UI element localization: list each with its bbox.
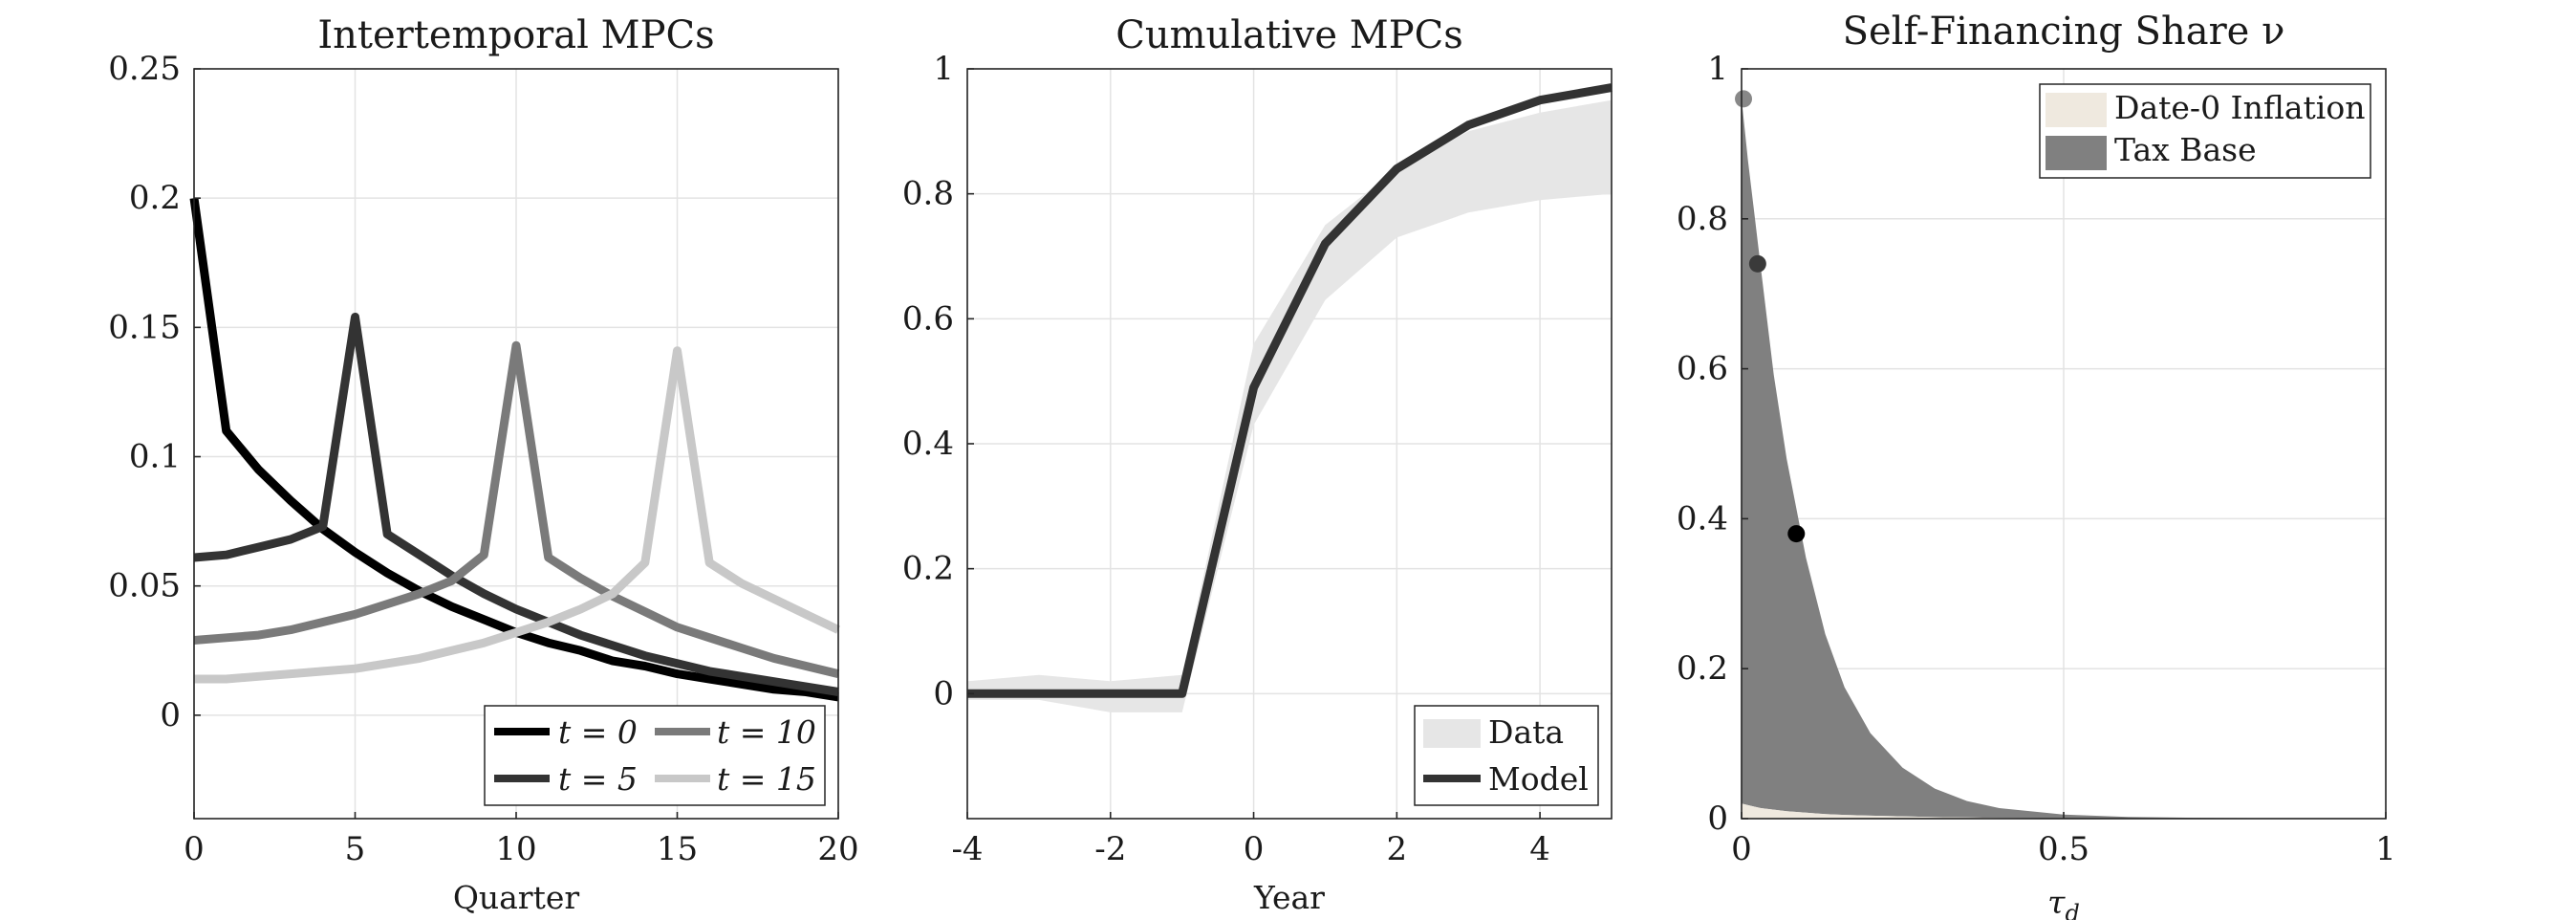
x-tick-label: 20: [817, 830, 858, 868]
x-tick-label: 0.5: [2038, 830, 2089, 868]
x-tick-label: 2: [1387, 830, 1408, 868]
y-tick-label: 1: [933, 50, 954, 88]
legend-label-data: Data: [1488, 713, 1564, 751]
series-line-t5: [193, 313, 839, 696]
x-tick-label: -4: [951, 830, 983, 868]
x-axis-label-subscript: d: [2065, 900, 2079, 920]
tick-labels: -4 -2 0 2 4 0 0.2 0.4 0.6 0.8 1: [902, 50, 1550, 868]
series-line-t10: [193, 340, 840, 678]
legend: Data Model: [1414, 705, 1599, 806]
y-tick-label: 0.2: [1677, 649, 1728, 688]
x-axis-label: Year: [1253, 879, 1325, 916]
legend-label-t0: t = 0: [558, 713, 638, 751]
y-tick-label: 0.6: [902, 299, 954, 338]
x-tick-label: 0: [1244, 830, 1265, 868]
panel-cumulative-mpcs: -4 -2 0 2 4 0 0.2 0.4 0.6 0.8 1 Cumulative MPCs Ye…: [902, 13, 1613, 916]
data-confidence-band: [967, 99, 1612, 712]
y-tick-label: 0.1: [129, 438, 181, 476]
marker-point-2: [1748, 254, 1766, 273]
x-tick-label: 4: [1529, 830, 1550, 868]
y-tick-label: 0.25: [108, 50, 181, 88]
chart-title: Self-Financing Share ν: [1843, 10, 2285, 54]
chart-title: Cumulative MPCs: [1115, 13, 1463, 57]
x-tick-label: 5: [345, 830, 366, 868]
x-tick-label: 10: [495, 830, 536, 868]
legend-label-t10: t = 10: [717, 713, 816, 751]
y-tick-label: 0.8: [1677, 200, 1728, 238]
legend-label-tax-base: Tax Base: [2114, 131, 2257, 168]
legend-swatch-data: [1423, 719, 1481, 748]
legend-swatch-tax-base: [2046, 136, 2107, 170]
y-tick-label: 0.2: [129, 179, 181, 217]
legend: Date-0 Inflation Tax Base: [2039, 83, 2371, 179]
y-tick-label: 0: [933, 674, 954, 712]
x-tick-label: 0: [184, 830, 205, 868]
tick-labels: 0 5 10 15 20 0 0.05 0.1 0.15 0.2 0.25: [108, 50, 858, 868]
x-axis-label-symbol: τ: [2047, 884, 2066, 920]
legend-label-t5: t = 5: [558, 760, 638, 798]
plot-marks: [967, 83, 1613, 712]
legend: t = 0 t = 10 t = 5 t = 15: [484, 705, 826, 806]
model-line: [967, 83, 1613, 698]
x-tick-label: 15: [657, 830, 698, 868]
x-axis-label: Quarter: [453, 879, 580, 916]
x-tick-label: -2: [1094, 830, 1126, 868]
legend-label-model: Model: [1488, 760, 1589, 798]
legend-box: [484, 705, 826, 806]
x-tick-label: 1: [2375, 830, 2396, 868]
panel-self-financing-share: 0 0.5 1 0 0.2 0.4 0.6 0.8 1 Self-Financing Share…: [1677, 10, 2396, 920]
y-tick-label: 0.05: [108, 567, 181, 605]
y-tick-label: 0.6: [1677, 350, 1728, 388]
y-tick-label: 0.4: [902, 425, 954, 463]
tax-base-area: [1742, 99, 2386, 819]
chart-title: Intertemporal MPCs: [317, 13, 714, 57]
x-tick-label: 0: [1731, 830, 1752, 868]
panel-intertemporal-mpcs: 0 5 10 15 20 0 0.05 0.1 0.15 0.2 0.25 Intertempora…: [108, 13, 858, 916]
y-tick-label: 0.2: [902, 550, 954, 588]
date0-inflation-area: [1742, 803, 2386, 819]
legend-label-date0-inflation: Date-0 Inflation: [2114, 89, 2365, 126]
y-tick-label: 0.4: [1677, 499, 1728, 537]
x-axis-label: τd: [2047, 884, 2080, 920]
plot-marks: [189, 197, 840, 702]
marker-point-1: [1735, 90, 1753, 108]
plot-marks: [1735, 90, 2386, 819]
y-tick-label: 1: [1707, 50, 1728, 88]
legend-label-t15: t = 15: [717, 760, 816, 798]
tick-labels: 0 0.5 1 0 0.2 0.4 0.6 0.8 1: [1677, 50, 2396, 868]
series-line-t15: [194, 346, 840, 684]
y-tick-label: 0.8: [902, 175, 954, 213]
y-tick-label: 0: [160, 696, 181, 734]
y-tick-label: 0.15: [108, 308, 181, 346]
legend-swatch-date0-inflation: [2046, 93, 2107, 127]
marker-point-3: [1787, 525, 1806, 543]
y-tick-label: 0: [1707, 800, 1728, 838]
